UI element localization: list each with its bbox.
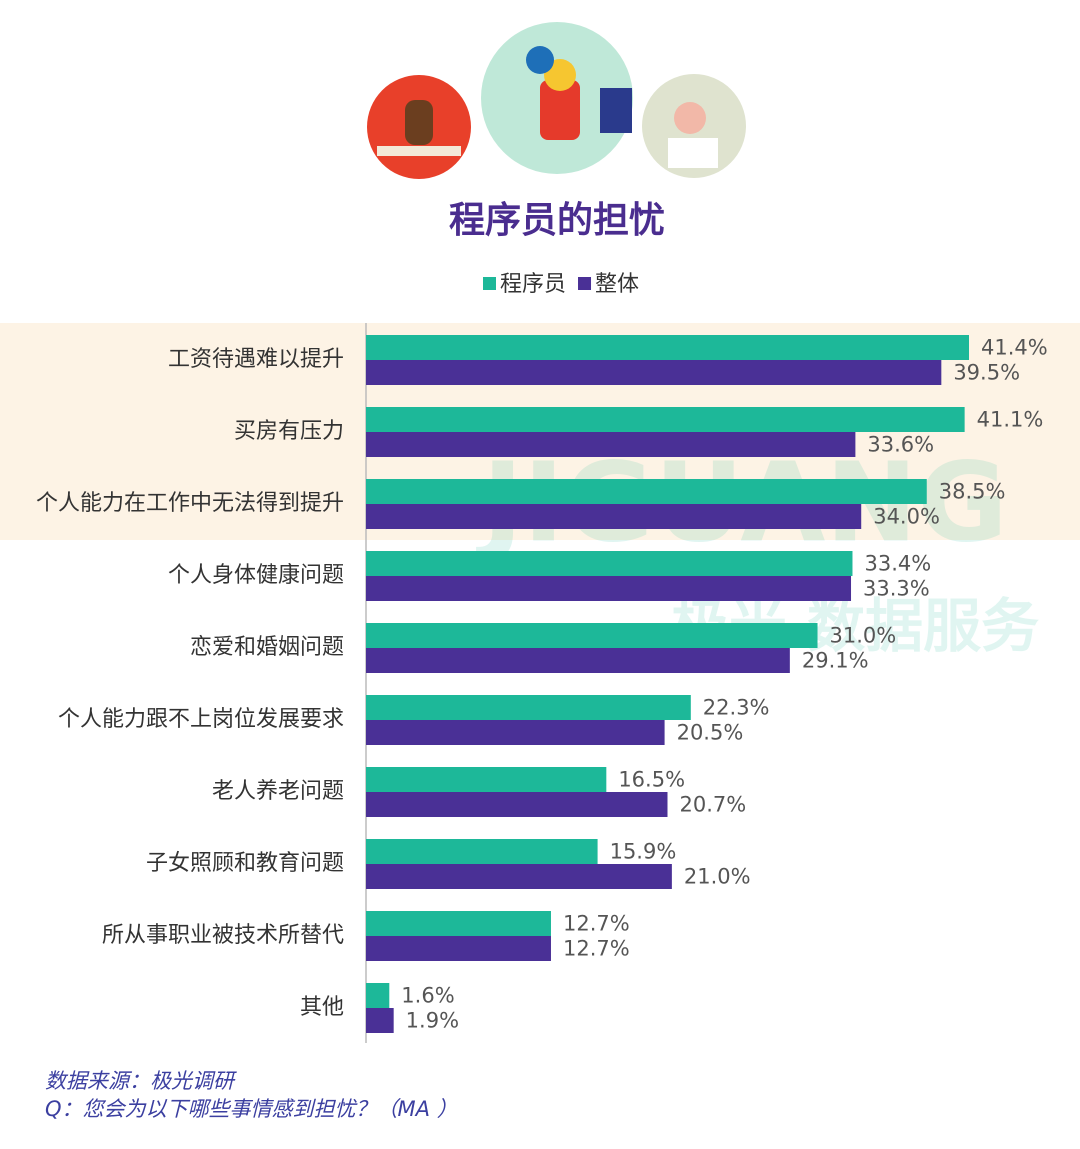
source-note: 数据来源：极光调研 [45, 1069, 237, 1093]
bar [366, 936, 551, 961]
value-label: 33.4% [864, 552, 931, 576]
bar [366, 1008, 394, 1033]
illustrations [367, 22, 746, 179]
value-label: 22.3% [703, 696, 770, 720]
bar [366, 551, 853, 576]
legend-swatch [578, 277, 592, 290]
bar [366, 767, 607, 792]
value-label: 41.1% [977, 408, 1044, 432]
category-label: 买房有压力 [234, 419, 344, 444]
bar [366, 864, 672, 889]
bar [366, 335, 969, 360]
value-label: 15.9% [610, 840, 677, 864]
question-note: Q：您会为以下哪些事情感到担忧？（MA ） [45, 1097, 458, 1121]
value-label: 16.5% [618, 768, 685, 792]
chart-title: 程序员的担忧 [449, 200, 665, 241]
legend-label: 程序员 [500, 272, 566, 297]
bar [366, 983, 390, 1008]
bar [366, 792, 668, 817]
value-label: 33.3% [863, 577, 930, 601]
category-label: 个人能力跟不上岗位发展要求 [58, 707, 344, 732]
value-label: 33.6% [867, 433, 934, 457]
legend-swatch [483, 277, 496, 290]
value-label: 38.5% [939, 480, 1006, 504]
category-label: 老人养老问题 [212, 779, 344, 804]
bar [366, 720, 665, 745]
legend-label: 整体 [595, 272, 639, 297]
category-label: 工资待遇难以提升 [168, 347, 344, 372]
bar [366, 911, 551, 936]
value-label: 39.5% [953, 361, 1020, 385]
bar [366, 648, 790, 673]
value-label: 29.1% [802, 649, 869, 673]
bar [366, 479, 927, 504]
category-label: 其他 [300, 995, 344, 1020]
bar [366, 576, 852, 601]
value-label: 12.7% [563, 937, 630, 961]
bar [366, 432, 856, 457]
value-label: 20.5% [677, 721, 744, 745]
bar [366, 504, 862, 529]
value-label: 1.9% [406, 1009, 459, 1033]
category-label: 个人能力在工作中无法得到提升 [36, 491, 344, 516]
value-label: 31.0% [830, 624, 897, 648]
category-label: 个人身体健康问题 [168, 563, 344, 588]
bar [366, 623, 818, 648]
bar [366, 360, 942, 385]
bar [366, 407, 965, 432]
value-label: 20.7% [680, 793, 747, 817]
category-label: 所从事职业被技术所替代 [102, 923, 344, 948]
value-label: 21.0% [684, 865, 751, 889]
value-label: 34.0% [873, 505, 940, 529]
value-label: 1.6% [401, 984, 454, 1008]
category-label: 恋爱和婚姻问题 [190, 635, 344, 660]
category-label: 子女照顾和教育问题 [146, 851, 344, 876]
bar [366, 839, 598, 864]
bar [366, 695, 691, 720]
value-label: 12.7% [563, 912, 630, 936]
value-label: 41.4% [981, 336, 1048, 360]
